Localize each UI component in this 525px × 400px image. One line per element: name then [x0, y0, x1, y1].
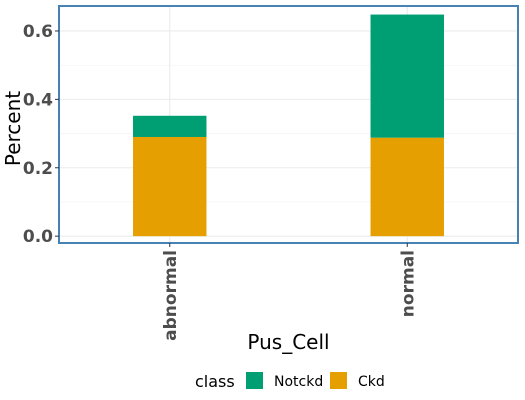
- grid-lines: [59, 6, 518, 243]
- y-axis-ticks: 0.0 0.2 0.4 0.6: [23, 22, 59, 247]
- y-tick-label: 0.4: [23, 90, 53, 110]
- legend-key-ckd: [330, 372, 347, 389]
- legend-key-notckd: [246, 372, 263, 389]
- panel-border: [58, 5, 519, 244]
- bar-notckd-abnormal: [133, 115, 207, 137]
- bar-ckd-normal: [370, 137, 444, 237]
- bar-ckd-abnormal: [133, 136, 207, 237]
- y-tick-label: 0.0: [23, 227, 53, 247]
- legend-label-notckd: Notckd: [274, 374, 323, 390]
- y-axis-title: Percent: [1, 91, 25, 166]
- legend-title: class: [195, 372, 235, 391]
- y-tick-label: 0.2: [23, 159, 53, 179]
- x-axis-title: Pus_Cell: [247, 330, 329, 354]
- legend-items: Notckd Ckd: [246, 372, 385, 390]
- x-axis-ticks: abnormal normal: [161, 243, 418, 341]
- bar-notckd-normal: [370, 14, 444, 138]
- y-tick-label: 0.6: [23, 22, 53, 42]
- bars: [133, 14, 444, 237]
- x-tick-label: normal: [398, 250, 418, 317]
- legend-label-ckd: Ckd: [358, 374, 385, 390]
- x-tick-label: abnormal: [161, 250, 181, 341]
- legend: class Notckd Ckd: [195, 372, 385, 391]
